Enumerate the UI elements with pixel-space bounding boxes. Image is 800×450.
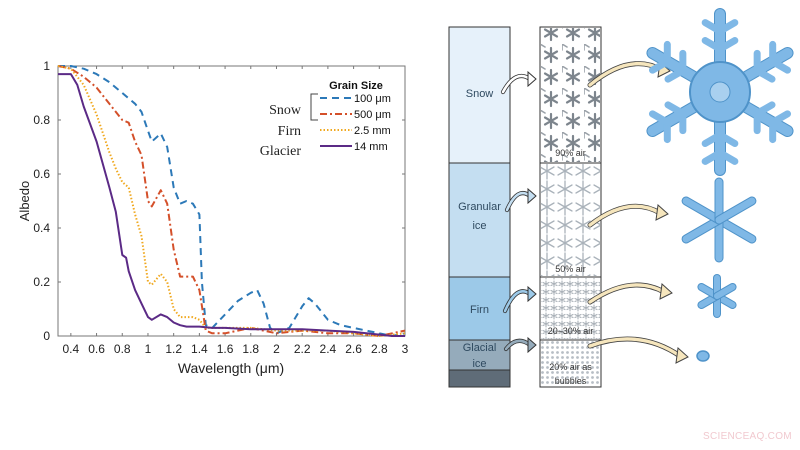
air-percent-label: 20% air as (549, 362, 592, 372)
legend-entry: 2.5 mm (354, 125, 391, 137)
x-tick-label: 1.2 (165, 342, 182, 356)
arrow-head-icon (527, 70, 537, 88)
x-tick-label: 1.4 (191, 342, 208, 356)
y-tick-label: 0.2 (33, 275, 50, 289)
x-tick-label: 1 (145, 342, 152, 356)
layer-label: ice (472, 220, 486, 232)
granular-star-crystal-icon (681, 177, 757, 263)
y-tick-label: 0.8 (33, 113, 50, 127)
layer-block-2 (448, 276, 511, 341)
series-line-0 (58, 65, 406, 337)
arrow-head-icon (527, 285, 537, 303)
crystal-arrow (588, 204, 662, 227)
arrow-head-icon (675, 346, 689, 364)
layer-label: Granular (458, 201, 501, 213)
legend-group-label: Glacier (260, 144, 302, 159)
y-tick-label: 1 (43, 59, 50, 73)
plot-frame (57, 65, 406, 337)
x-axis-label: Wavelength (μm) (178, 360, 284, 376)
arrow-head-icon (527, 187, 537, 205)
arrow-head-icon (527, 336, 537, 354)
x-tick-label: 2.2 (294, 342, 311, 356)
air-percent-label: 90% air (555, 148, 586, 158)
legend-group-label: Firn (278, 124, 301, 139)
air-texture-1 (541, 164, 600, 276)
air-texture-3 (541, 341, 600, 386)
x-tick-label: 0.8 (114, 342, 131, 356)
albedo-chart: 0.4 0.6 0.8 1 1.2 1.4 1.6 1.8 2 2.2 2.4 2.6 2.8 3 0 0.2… (17, 59, 409, 376)
y-tick-label: 0.6 (33, 167, 50, 181)
crystal-illustrations (646, 8, 794, 362)
x-tick-label: 0.4 (63, 342, 80, 356)
air-percent-label: 50% air (555, 264, 586, 274)
y-axis-label: Albedo (17, 181, 32, 221)
air-texture-2 (541, 278, 600, 339)
crystal-arrow (588, 337, 682, 358)
arrow-head-icon (659, 282, 673, 300)
y-tick-label: 0.4 (33, 221, 50, 235)
bedrock-block (448, 369, 511, 388)
layer-label: Glacial (463, 342, 497, 354)
air-content-column: 90% air 50% air 20–30% air 20% air as bubble… (539, 26, 602, 388)
dendrite-snowflake-icon (646, 8, 794, 176)
x-tick-label: 2.4 (320, 342, 337, 356)
legend-bracket (310, 93, 318, 121)
legend-entry: 100 μm (354, 93, 391, 105)
chart-series (57, 65, 406, 337)
x-tick-label: 0.6 (88, 342, 105, 356)
x-tick-label: 1.6 (217, 342, 234, 356)
legend-entry: 14 mm (354, 141, 388, 153)
layer-label: ice (472, 358, 486, 370)
x-tick-label: 3 (402, 342, 409, 356)
air-percent-label: bubbles (555, 376, 587, 386)
ice-grain-icon (696, 350, 710, 362)
firn-crystal-icon (697, 274, 737, 318)
arrow-head-icon (655, 203, 669, 221)
x-tick-label: 2 (273, 342, 280, 356)
layer-block-1 (448, 162, 511, 278)
legend-group-label: Snow (269, 103, 302, 118)
layer-block-3 (448, 339, 511, 371)
layer-label: Firn (470, 304, 489, 316)
crystal-arrow (588, 283, 666, 304)
series-line-3 (58, 73, 405, 337)
air-percent-label: 20–30% air (548, 326, 594, 336)
layer-block-0 (448, 26, 511, 164)
arrows (500, 60, 689, 364)
chart-axes: 0.4 0.6 0.8 1 1.2 1.4 1.6 1.8 2 2.2 2.4 2.6 2.8 3 0 0.2… (33, 59, 408, 356)
watermark: SCIENCEAQ.COM (703, 431, 792, 442)
layer-column: Snow Granular ice Firn Glacial ice (448, 26, 511, 388)
series-line-2 (57, 65, 406, 337)
legend-title: Grain Size (329, 80, 383, 92)
air-texture-0 (541, 28, 600, 162)
x-tick-label: 2.6 (345, 342, 362, 356)
y-tick-label: 0 (43, 329, 50, 343)
legend-entry: 500 μm (354, 109, 391, 121)
x-tick-label: 2.8 (371, 342, 388, 356)
ice-formation-diagram: Snow Granular ice Firn Glacial ice 90% air 50%… (448, 8, 794, 388)
layer-label: Snow (466, 88, 494, 100)
x-tick-label: 1.8 (242, 342, 259, 356)
